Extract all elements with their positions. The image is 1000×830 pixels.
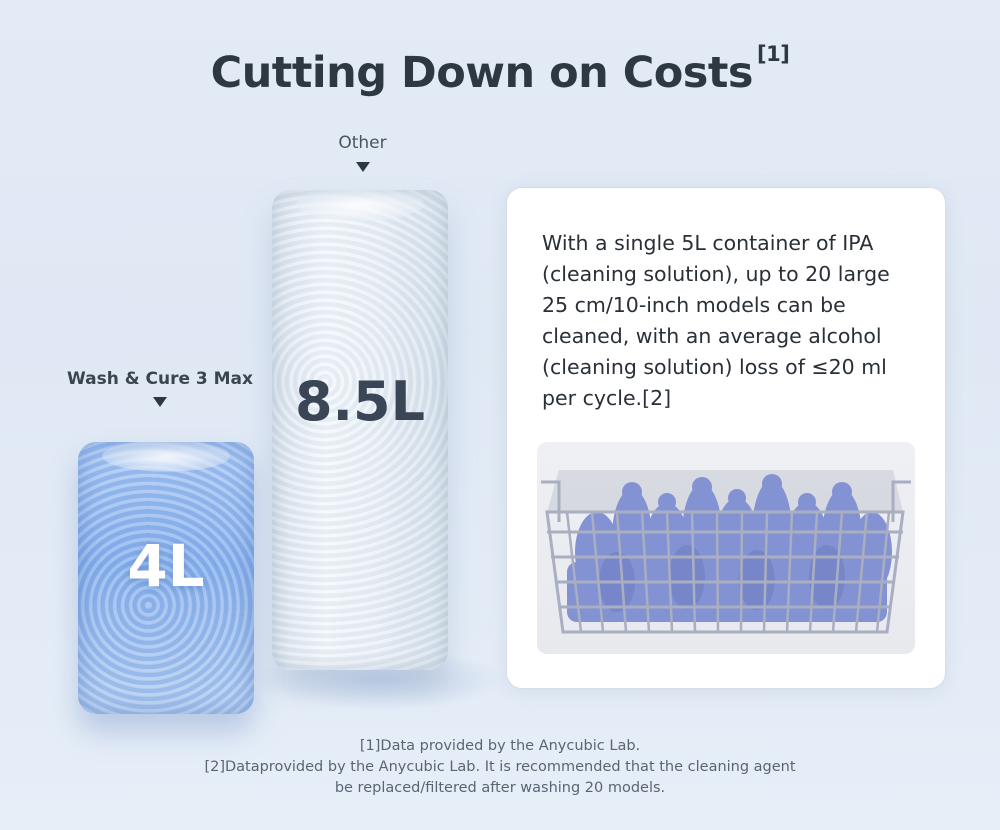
water-block-wash: 4L bbox=[78, 442, 254, 714]
basket-of-models-image bbox=[537, 442, 915, 654]
arrow-down-icon bbox=[153, 397, 167, 407]
page-title: Cutting Down on Costs [1] bbox=[0, 42, 1000, 98]
title-text: Cutting Down on Costs bbox=[210, 48, 754, 98]
arrow-down-icon bbox=[356, 162, 370, 172]
label-wash-cure: Wash & Cure 3 Max bbox=[66, 369, 253, 389]
footnote-2-continued: be replaced/filtered after washing 20 mo… bbox=[334, 780, 666, 796]
label-other: Other bbox=[338, 133, 387, 153]
basket-illustration bbox=[541, 470, 911, 634]
info-card: With a single 5L container of IPA (clean… bbox=[506, 187, 946, 689]
footnote-1: [1]Data provided by the Anycubic Lab. bbox=[359, 738, 641, 754]
water-block-other: 8.5L bbox=[272, 190, 448, 670]
title-footnote-ref: [1] bbox=[757, 42, 790, 66]
card-description: With a single 5L container of IPA (clean… bbox=[542, 231, 890, 410]
value-wash: 4L bbox=[127, 532, 205, 600]
value-other: 8.5L bbox=[294, 370, 426, 433]
footnote-2: [2]Dataprovided by the Anycubic Lab. It … bbox=[204, 759, 796, 775]
footnotes: [1]Data provided by the Anycubic Lab. [2… bbox=[0, 736, 1000, 799]
